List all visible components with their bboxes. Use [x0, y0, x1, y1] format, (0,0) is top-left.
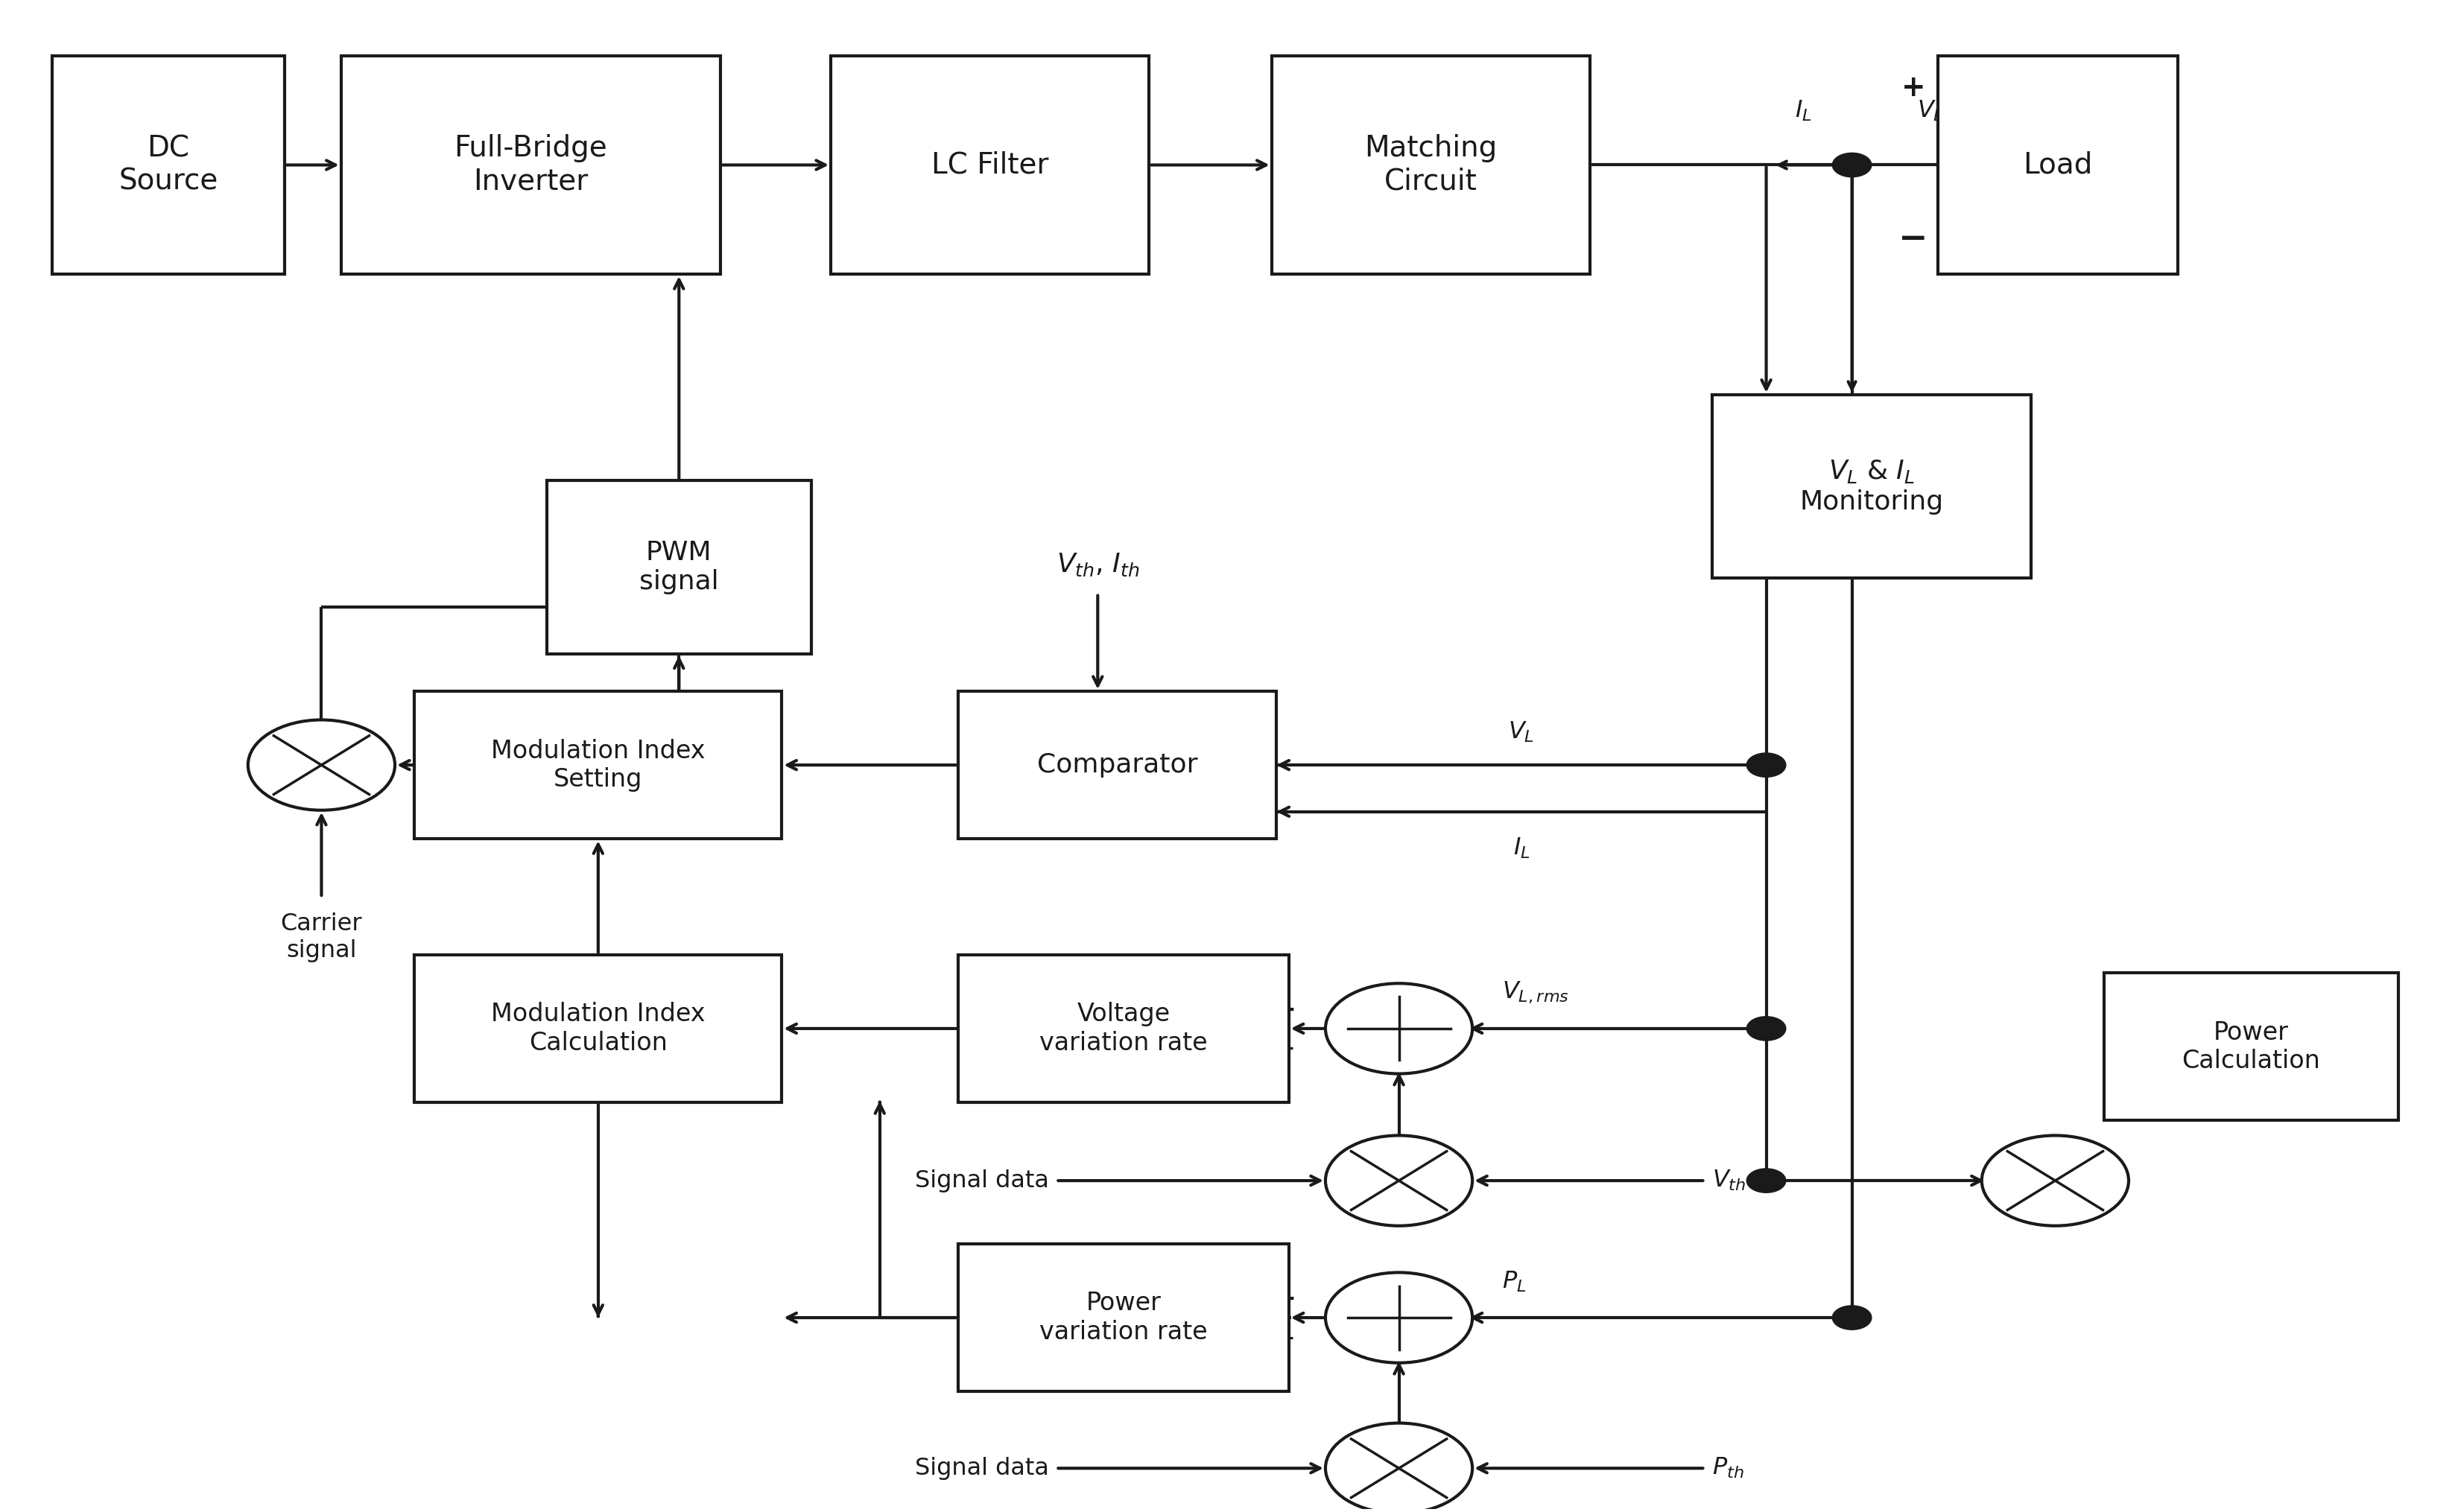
Text: +: +	[1274, 1287, 1296, 1312]
Text: Modulation Index
Calculation: Modulation Index Calculation	[491, 1002, 705, 1055]
Text: +: +	[1900, 74, 1925, 103]
Text: $I_L$: $I_L$	[1512, 836, 1529, 860]
Text: $V_{L,rms}$: $V_{L,rms}$	[1502, 980, 1569, 1004]
Text: DC
Source: DC Source	[118, 135, 218, 195]
Text: Full-Bridge
Inverter: Full-Bridge Inverter	[454, 135, 606, 195]
Text: $I_L$: $I_L$	[1795, 98, 1812, 122]
FancyBboxPatch shape	[1711, 395, 2030, 578]
Text: Comparator: Comparator	[1036, 753, 1198, 777]
Circle shape	[1981, 1136, 2128, 1226]
Circle shape	[1746, 1169, 1785, 1193]
Text: $\boldsymbol{V_{th}}$, $\boldsymbol{I_{th}}$: $\boldsymbol{V_{th}}$, $\boldsymbol{I_{t…	[1056, 552, 1139, 578]
Text: $P_{th}$: $P_{th}$	[1711, 1456, 1743, 1480]
Text: LC Filter: LC Filter	[930, 151, 1048, 178]
Circle shape	[1326, 1273, 1473, 1362]
FancyBboxPatch shape	[52, 56, 285, 274]
Text: $V_L$ & $I_L$
Monitoring: $V_L$ & $I_L$ Monitoring	[1800, 458, 1944, 514]
Circle shape	[1831, 1306, 1871, 1329]
FancyBboxPatch shape	[830, 56, 1149, 274]
FancyBboxPatch shape	[415, 691, 781, 839]
Text: $V_{th}$: $V_{th}$	[1711, 1169, 1746, 1193]
Text: −: −	[1272, 1036, 1296, 1064]
FancyBboxPatch shape	[2104, 972, 2399, 1120]
FancyBboxPatch shape	[1272, 56, 1591, 274]
Text: Power
Calculation: Power Calculation	[2182, 1021, 2320, 1074]
Text: Load: Load	[2023, 151, 2092, 178]
Text: Matching
Circuit: Matching Circuit	[1365, 135, 1498, 195]
Text: $V_L$: $V_L$	[1507, 720, 1534, 744]
Circle shape	[248, 720, 395, 810]
Text: Modulation Index
Setting: Modulation Index Setting	[491, 738, 705, 792]
FancyBboxPatch shape	[1937, 56, 2178, 274]
FancyBboxPatch shape	[547, 481, 810, 653]
FancyBboxPatch shape	[957, 691, 1277, 839]
Text: +: +	[1274, 998, 1296, 1022]
Circle shape	[1326, 983, 1473, 1074]
Text: $P_L$: $P_L$	[1502, 1270, 1527, 1294]
Text: Signal data: Signal data	[916, 1169, 1048, 1191]
Circle shape	[1326, 1136, 1473, 1226]
Circle shape	[1326, 1423, 1473, 1512]
Text: PWM
signal: PWM signal	[638, 540, 719, 594]
FancyBboxPatch shape	[415, 954, 781, 1102]
Text: $V_L$: $V_L$	[1917, 98, 1944, 122]
Text: Power
variation rate: Power variation rate	[1038, 1291, 1208, 1344]
Text: −: −	[1272, 1325, 1296, 1353]
Circle shape	[1746, 1016, 1785, 1040]
FancyBboxPatch shape	[957, 954, 1289, 1102]
Circle shape	[1746, 753, 1785, 777]
FancyBboxPatch shape	[957, 1244, 1289, 1391]
FancyBboxPatch shape	[341, 56, 722, 274]
Text: Carrier
signal: Carrier signal	[280, 913, 363, 962]
Text: Voltage
variation rate: Voltage variation rate	[1038, 1002, 1208, 1055]
Circle shape	[1831, 153, 1871, 177]
Text: Signal data: Signal data	[916, 1456, 1048, 1480]
Text: −: −	[1898, 222, 1927, 256]
